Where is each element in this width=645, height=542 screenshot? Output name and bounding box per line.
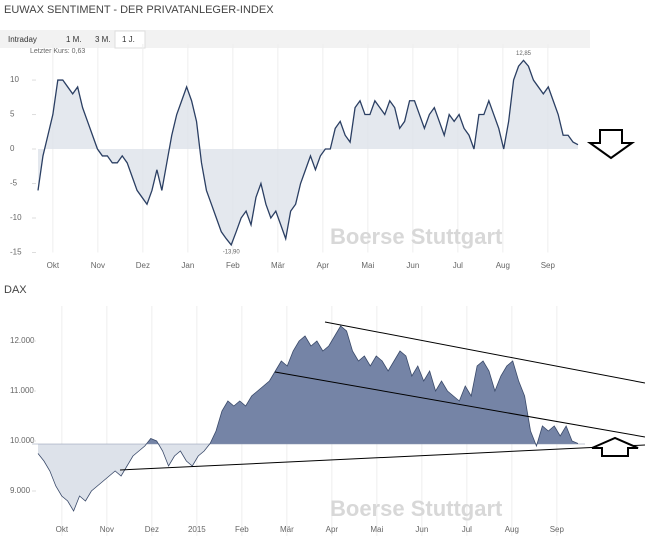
x-tick-label: Dez <box>145 525 159 534</box>
x-tick-label: Okt <box>47 261 60 270</box>
x-tick-label: Apr <box>326 525 339 534</box>
y-tick-label: -5 <box>10 179 18 188</box>
x-tick-label: Mär <box>271 261 285 270</box>
x-tick-label: Sep <box>550 525 565 534</box>
trend-line <box>274 371 645 438</box>
tab[interactable]: 1 J. <box>122 35 135 44</box>
annotation: 12,85 <box>516 51 532 57</box>
chart-title: DAX <box>4 284 27 296</box>
x-tick-label: Jun <box>415 525 428 534</box>
line <box>37 59 579 247</box>
x-tick-label: Apr <box>317 261 330 270</box>
x-tick-label: Aug <box>496 261 510 270</box>
arrow-up <box>591 436 639 457</box>
trend-line <box>324 321 645 384</box>
line <box>37 325 579 512</box>
x-tick-label: Feb <box>226 261 240 270</box>
y-tick-label: 11.000 <box>10 386 34 395</box>
subtitle: Letzter Kurs: 0,63 <box>30 48 85 55</box>
watermark: Boerse Stuttgart <box>330 496 503 521</box>
x-tick-label: Okt <box>56 525 69 534</box>
x-tick-label: Mai <box>361 261 374 270</box>
y-tick-label: 10 <box>10 75 19 84</box>
y-tick-label: 5 <box>10 110 15 119</box>
y-tick-label: -10 <box>10 213 22 222</box>
trend-line <box>119 444 645 471</box>
tab-bar <box>0 30 590 48</box>
x-tick-label: Aug <box>505 525 519 534</box>
x-tick-label: Mär <box>280 525 294 534</box>
area <box>38 60 578 245</box>
tab[interactable]: Intraday <box>8 35 37 44</box>
active-tab <box>114 30 146 49</box>
y-tick-label: 12.000 <box>10 336 35 345</box>
x-tick-label: Dez <box>136 261 150 270</box>
tab[interactable]: 1 M. <box>66 35 82 44</box>
x-tick-label: Jan <box>181 261 194 270</box>
chart-title: EUWAX SENTIMENT - DER PRIVATANLEGER-INDE… <box>4 4 274 16</box>
x-tick-label: Nov <box>100 525 114 534</box>
y-tick-label: 10.000 <box>10 436 35 445</box>
arrow-down <box>586 129 636 160</box>
y-tick-label: 9.000 <box>10 486 31 495</box>
x-tick-label: Nov <box>91 261 105 270</box>
area-above <box>38 326 578 444</box>
y-tick-label: 0 <box>10 144 15 153</box>
x-tick-label: 2015 <box>188 525 206 534</box>
x-tick-label: Jul <box>453 261 463 270</box>
x-tick-label: Jun <box>406 261 419 270</box>
x-tick-label: Sep <box>541 261 556 270</box>
watermark: Boerse Stuttgart <box>330 224 503 249</box>
annotation: -13,90 <box>223 249 241 255</box>
x-tick-label: Jul <box>462 525 472 534</box>
y-tick-label: -15 <box>10 248 22 257</box>
x-tick-label: Feb <box>235 525 249 534</box>
tab[interactable]: 3 M. <box>95 35 111 44</box>
x-tick-label: Mai <box>370 525 383 534</box>
